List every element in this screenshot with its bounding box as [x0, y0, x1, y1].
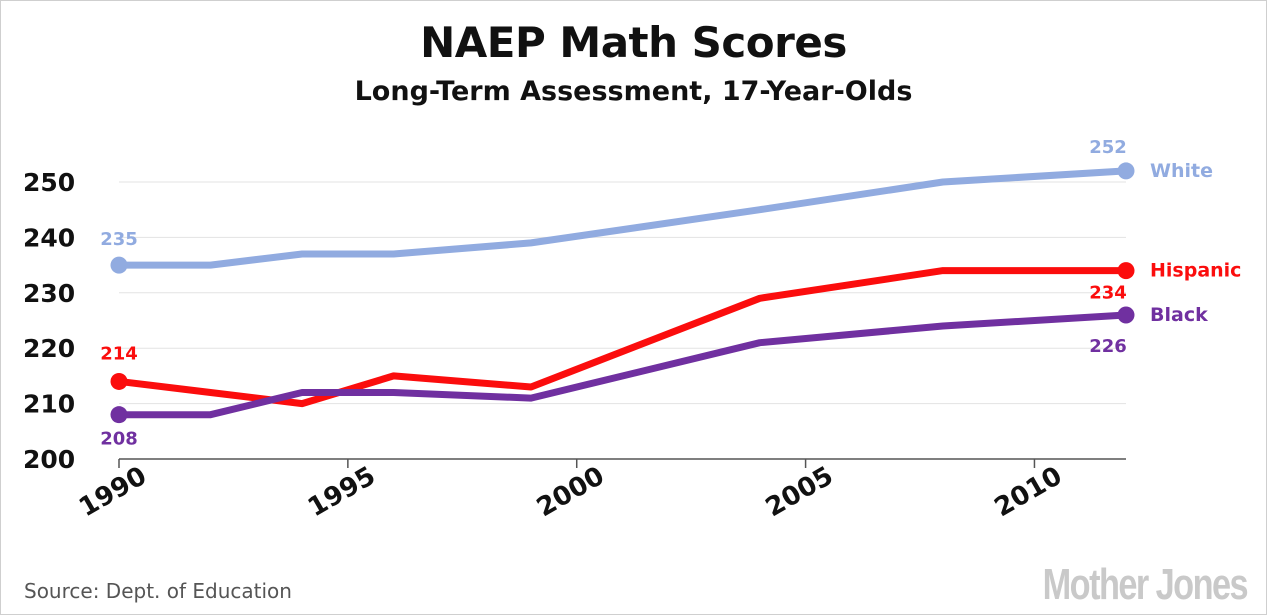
y-tick-label-240: 240 [23, 223, 75, 252]
chart-title: NAEP Math Scores [420, 18, 847, 67]
start-value-label-black: 208 [100, 429, 138, 450]
y-tick-label-250: 250 [23, 168, 75, 197]
x-tick-label-2005: 2005 [761, 461, 839, 523]
end-value-label-black: 226 [1089, 336, 1127, 357]
start-value-label-white: 235 [100, 229, 138, 250]
x-tick-label-1995: 1995 [303, 461, 381, 523]
series-line-white [115, 167, 1130, 269]
y-tick-label-230: 230 [23, 279, 75, 308]
labels-group: 235 252 White 214 234 Hispanic 208 226 Black [100, 137, 1241, 450]
legend-label-black: Black [1150, 304, 1208, 326]
end-point-black [1117, 306, 1135, 324]
end-point-white [1117, 162, 1135, 180]
axes: 200 210 220 230 240 250 1990 1995 2000 2005 2010 [23, 168, 1126, 523]
chart-subtitle: Long-Term Assessment, 17-Year-Olds [354, 76, 913, 107]
brand-logo: Mother Jones [1042, 560, 1249, 609]
y-tick-label-220: 220 [23, 334, 75, 363]
series-line-black [115, 311, 1130, 419]
x-tick-label-2010: 2010 [990, 461, 1068, 523]
series-group [110, 162, 1135, 424]
source-note: Source: Dept. of Education [24, 579, 292, 603]
legend-label-white: White [1150, 160, 1213, 182]
series-line-hispanic [115, 267, 1130, 408]
end-point-hispanic [1117, 262, 1135, 280]
x-tick-label-2000: 2000 [532, 461, 610, 523]
end-value-label-white: 252 [1089, 137, 1127, 158]
start-point-hispanic [110, 372, 128, 390]
x-tick-label-1990: 1990 [74, 461, 152, 523]
end-value-label-hispanic: 234 [1089, 283, 1127, 304]
y-tick-label-210: 210 [23, 390, 75, 419]
y-tick-label-200: 200 [23, 445, 75, 474]
start-point-black [110, 406, 128, 424]
start-point-white [110, 256, 128, 274]
legend-label-hispanic: Hispanic [1150, 260, 1241, 282]
start-value-label-hispanic: 214 [100, 343, 138, 364]
gridlines [119, 181, 1126, 405]
